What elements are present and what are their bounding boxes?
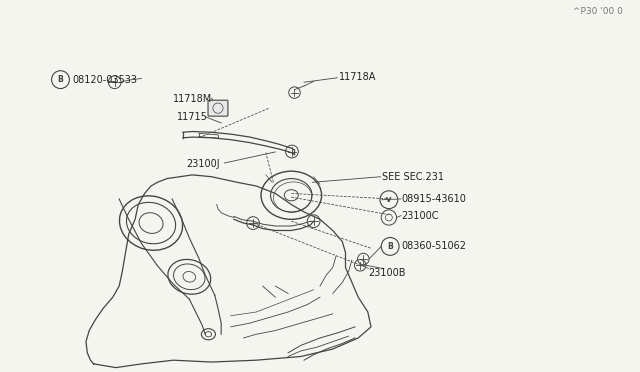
Text: B: B <box>58 75 63 84</box>
Text: 08915-43610: 08915-43610 <box>402 194 467 204</box>
Text: ^P30 '00 0: ^P30 '00 0 <box>573 7 623 16</box>
Text: 23100J: 23100J <box>186 159 220 169</box>
Text: V: V <box>386 197 392 203</box>
Text: 23100C: 23100C <box>402 211 439 221</box>
Text: 11718M: 11718M <box>173 94 212 104</box>
Text: 23100B: 23100B <box>368 268 405 278</box>
Text: 08120-03533: 08120-03533 <box>72 75 138 85</box>
FancyBboxPatch shape <box>208 100 228 116</box>
Text: 11715: 11715 <box>177 112 207 122</box>
Text: 11718A: 11718A <box>339 72 376 82</box>
Text: SEE SEC.231: SEE SEC.231 <box>383 172 445 182</box>
Text: 08360-51062: 08360-51062 <box>402 241 467 251</box>
Text: B: B <box>387 242 393 251</box>
